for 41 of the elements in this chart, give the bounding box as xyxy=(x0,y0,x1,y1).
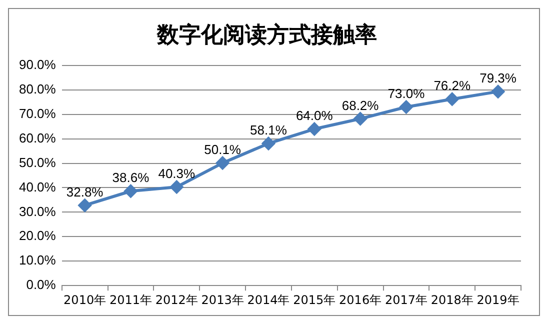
point xyxy=(492,85,505,98)
data-label: 73.0% xyxy=(388,86,426,102)
y-tick-label: 80.0% xyxy=(18,81,56,96)
data-label: 58.1% xyxy=(250,122,288,138)
x-tick-label: 2019年 xyxy=(476,292,520,307)
x-tick-label: 2016年 xyxy=(339,292,382,307)
point xyxy=(78,198,92,212)
x-tick-label: 2014年 xyxy=(247,292,290,307)
data-label: 32.8% xyxy=(66,184,104,200)
point xyxy=(354,112,367,126)
x-tick-label: 2013年 xyxy=(201,292,244,307)
data-label: 50.1% xyxy=(204,142,242,158)
data-label: 76.2% xyxy=(434,78,471,94)
point xyxy=(400,100,413,114)
data-label: 38.6% xyxy=(112,170,150,186)
y-tick-label: 70.0% xyxy=(18,106,56,121)
y-tick-label: 10.0% xyxy=(18,252,56,268)
x-tick-label: 2011年 xyxy=(109,292,152,307)
point xyxy=(446,92,459,106)
y-tick-label: 40.0% xyxy=(18,179,56,194)
y-tick-label: 60.0% xyxy=(18,130,56,146)
point xyxy=(262,136,275,150)
x-tick-label: 2010年 xyxy=(64,292,106,307)
chart-title: 数字化阅读方式接触率 xyxy=(156,22,377,48)
point xyxy=(124,184,138,198)
data-label: 68.2% xyxy=(342,98,380,113)
point xyxy=(170,180,184,194)
y-tick-label: 90.0% xyxy=(18,56,56,72)
data-label: 79.3% xyxy=(480,70,517,86)
x-tick-label: 2012年 xyxy=(155,292,198,307)
y-tick-label: 20.0% xyxy=(18,228,56,244)
x-tick-label: 2018年 xyxy=(430,292,474,307)
y-tick-label: 0.0% xyxy=(26,277,56,292)
point xyxy=(308,122,321,136)
x-tick-label: 2015年 xyxy=(293,292,336,307)
y-tick-label: 30.0% xyxy=(18,204,56,219)
data-label: 40.3% xyxy=(158,166,196,182)
data-label: 64.0% xyxy=(296,108,334,124)
y-tick-label: 50.0% xyxy=(18,154,56,170)
x-tick-label: 2017年 xyxy=(384,292,428,307)
point xyxy=(216,156,230,170)
